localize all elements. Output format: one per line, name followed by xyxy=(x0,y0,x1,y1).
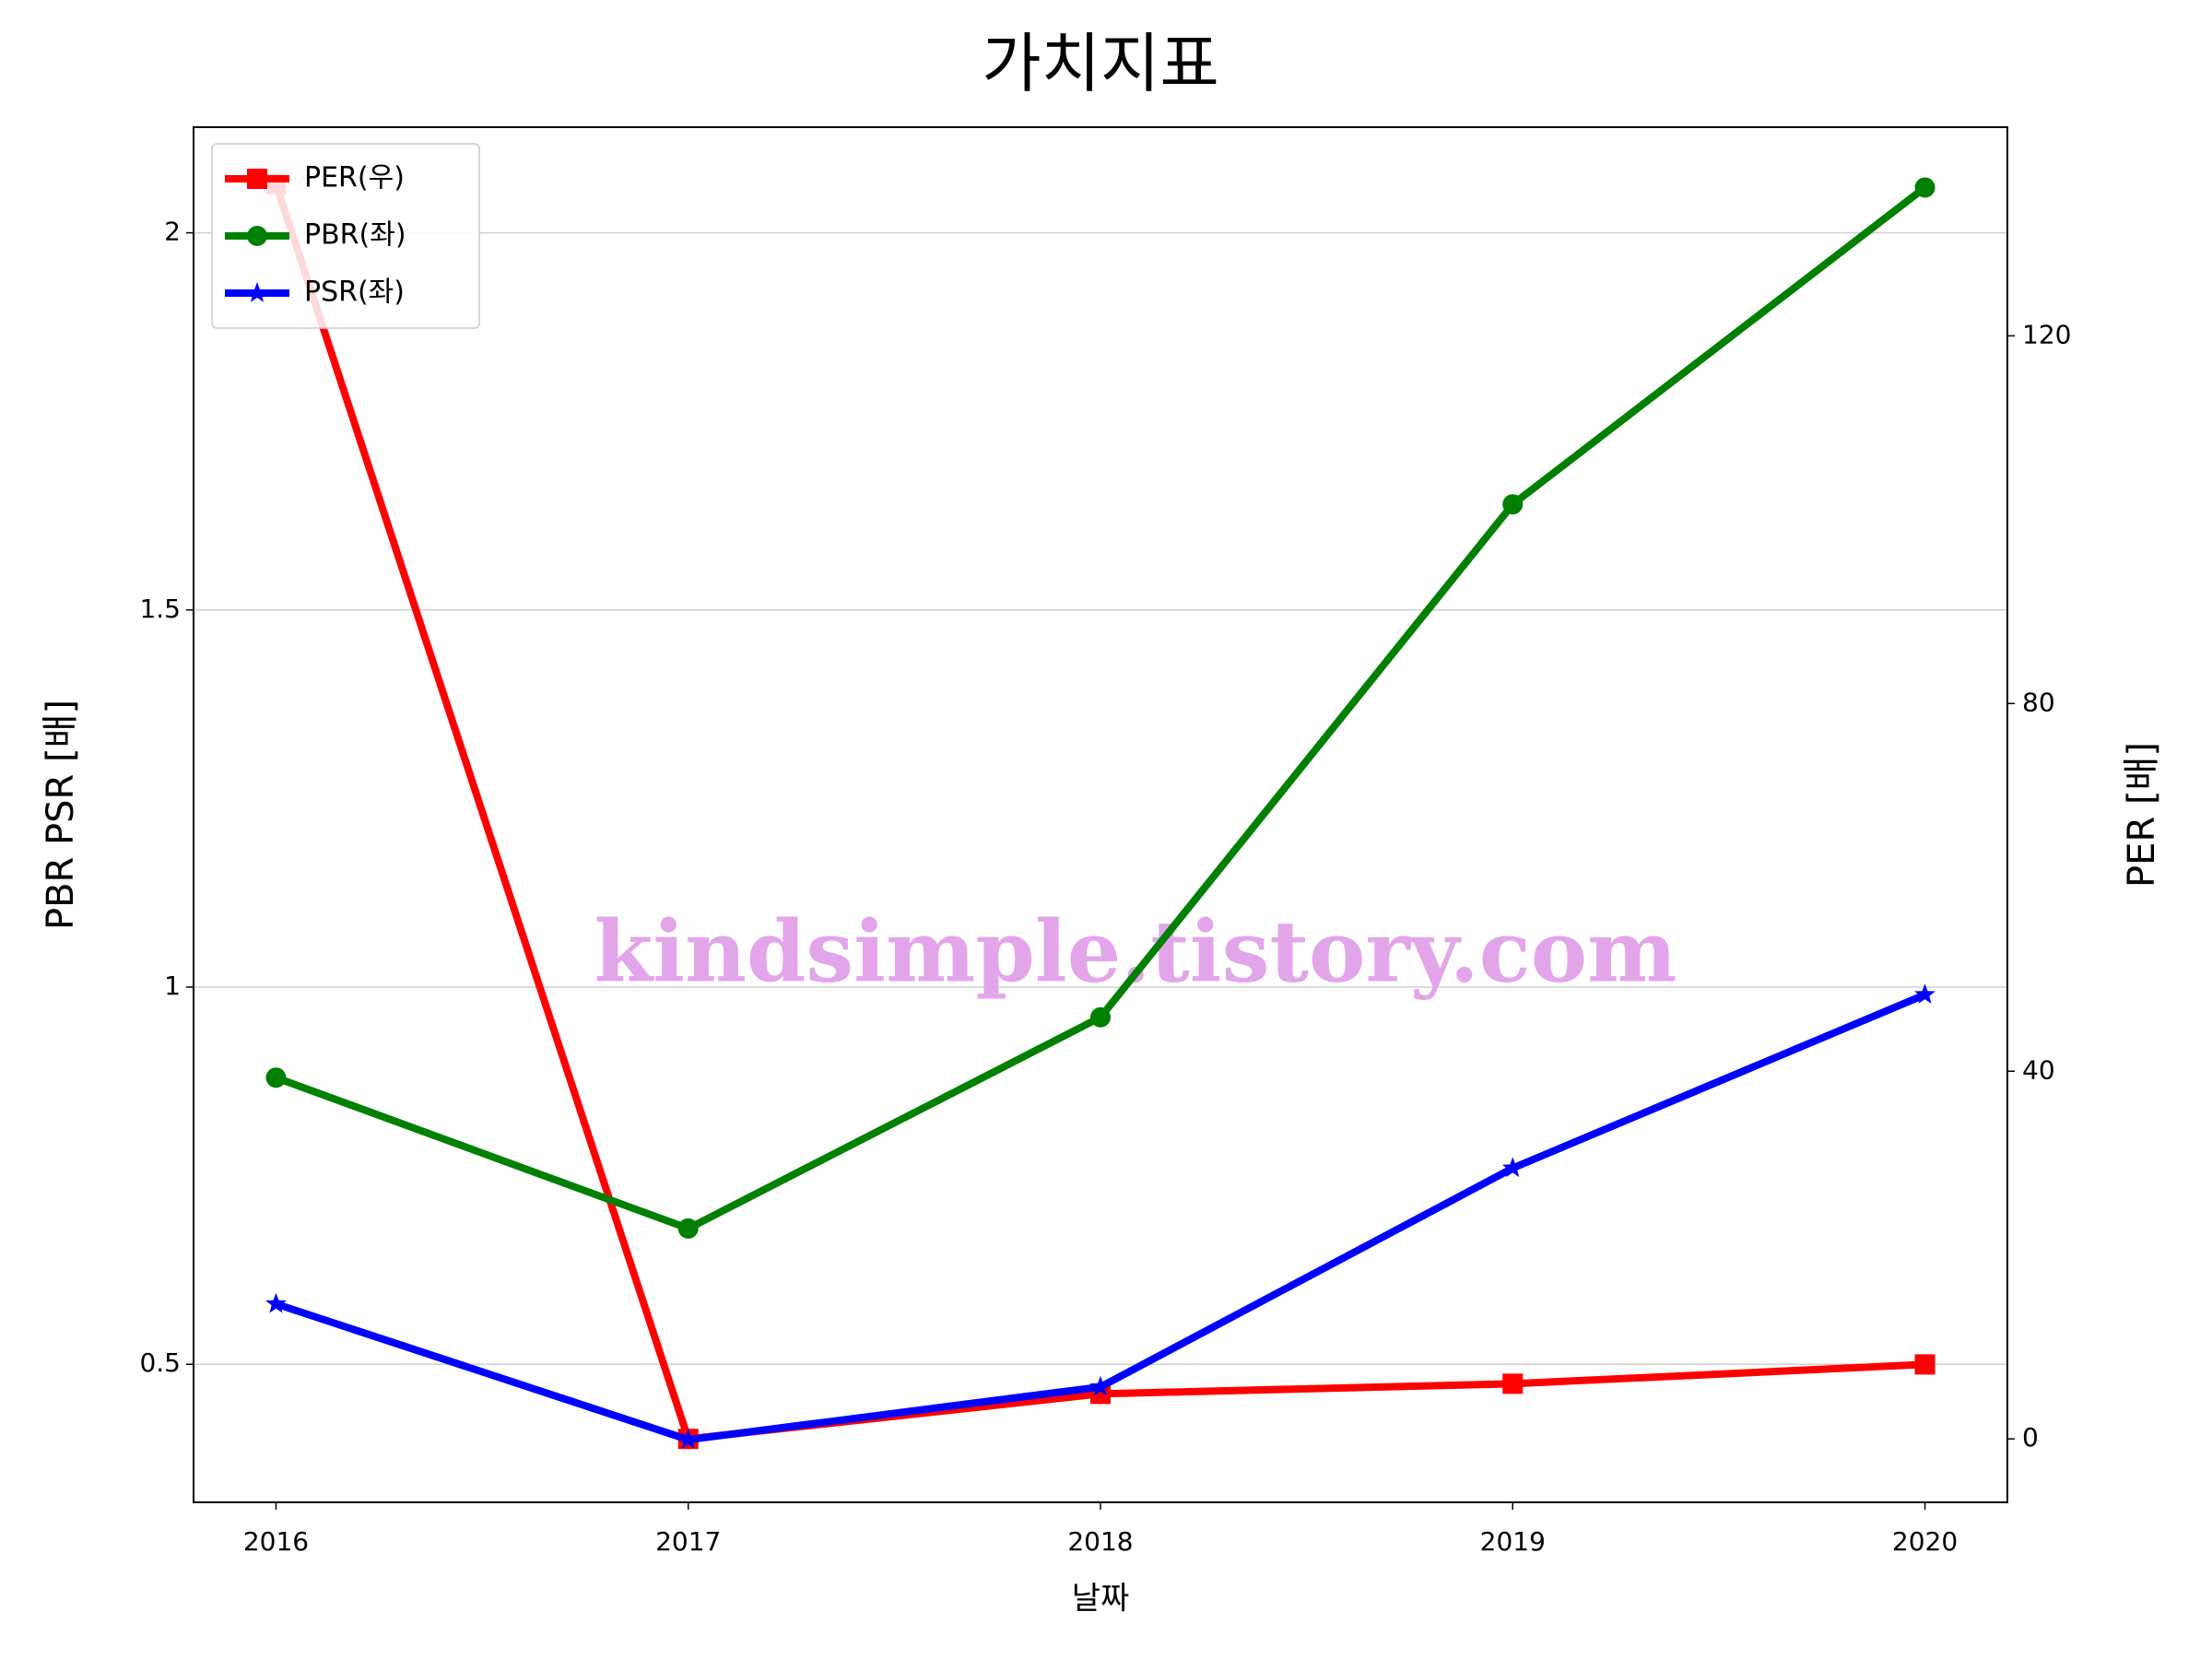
marker xyxy=(1502,1373,1524,1394)
legend-box xyxy=(211,143,480,329)
y-tick-label: 1.5 xyxy=(139,594,181,624)
watermark: kindsimple.tistory.com xyxy=(594,902,1677,1002)
marker xyxy=(246,282,268,302)
y-tick-label: 0.5 xyxy=(139,1347,181,1378)
x-tick-label: 2019 xyxy=(1480,1526,1546,1557)
marker xyxy=(677,1218,699,1239)
legend-label: PER(우) xyxy=(304,162,405,194)
marker xyxy=(1914,983,1936,1004)
x-tick-label: 2016 xyxy=(243,1526,309,1557)
y-axis-label: PBR PSR [배] xyxy=(40,700,82,930)
y2-tick-label: 0 xyxy=(2022,1422,2039,1453)
x-tick-label: 2020 xyxy=(1892,1526,1958,1557)
series-line xyxy=(275,184,1927,1232)
y-tick-label: 1 xyxy=(164,971,181,1001)
marker xyxy=(1089,1375,1112,1396)
plot-frame xyxy=(193,126,2008,1503)
marker xyxy=(265,1067,287,1088)
marker xyxy=(1090,1006,1111,1028)
y2-tick-label: 80 xyxy=(2022,687,2055,717)
x-tick-label: 2018 xyxy=(1067,1526,1133,1557)
chart-title: 가치지표 xyxy=(982,26,1219,101)
y-tick-label: 2 xyxy=(164,217,181,247)
marker xyxy=(247,169,267,189)
marker xyxy=(677,1429,700,1449)
marker xyxy=(1914,1354,1936,1375)
marker xyxy=(1914,177,1936,198)
x-tick-label: 2017 xyxy=(655,1526,721,1557)
x-axis-label: 날짜 xyxy=(1072,1581,1130,1618)
y2-axis-label: PER [배] xyxy=(2121,742,2163,888)
series-line xyxy=(272,182,1925,1443)
y2-tick-label: 40 xyxy=(2022,1054,2055,1085)
marker xyxy=(265,1292,287,1313)
marker xyxy=(1501,1157,1524,1178)
legend-label: PBR(좌) xyxy=(304,219,406,252)
marker xyxy=(1502,494,1524,515)
y2-tick-label: 120 xyxy=(2022,319,2071,349)
legend-label: PSR(좌) xyxy=(304,276,405,309)
marker xyxy=(247,226,267,246)
